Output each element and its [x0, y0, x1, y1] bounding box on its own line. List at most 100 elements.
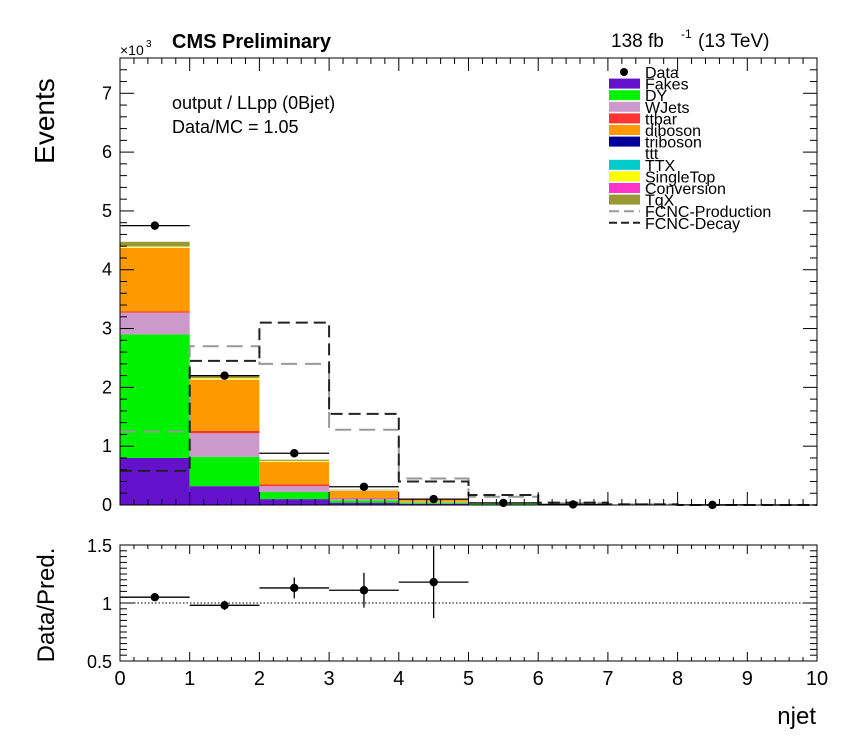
experiment-label: CMS Preliminary: [172, 31, 332, 53]
bar-diboson-bin-1: [189, 379, 260, 431]
main-y-tick-label: 4: [102, 260, 112, 280]
main-y-tick-label: 6: [102, 142, 112, 162]
legend-swatch: [609, 101, 640, 112]
bar-singletop-bin-2: [259, 461, 330, 462]
ratio-point-marker: [220, 601, 229, 610]
lumi-energy: (13 TeV): [698, 31, 769, 52]
legend-label: Data: [645, 65, 679, 82]
bar-tqx-bin-2: [259, 459, 330, 461]
bar-diboson-bin-2: [259, 462, 330, 485]
legend-entry: FCNC-Production: [609, 204, 771, 221]
ratio-point-marker: [429, 577, 438, 587]
bar-singletop-bin-0: [120, 246, 190, 248]
legend-label: DY: [645, 88, 668, 105]
data-point: [468, 498, 539, 508]
legend-label: Fakes: [645, 77, 689, 94]
bar-dy-bin-0: [120, 334, 190, 458]
bar-fakes-bin-0: [120, 457, 190, 505]
main-y-tick-label: 2: [102, 377, 112, 397]
x-tick-label: 8: [672, 668, 683, 690]
legend-label: TTX: [645, 158, 676, 175]
legend-swatch: [609, 78, 640, 89]
legend-label: diboson: [645, 123, 701, 140]
legend-label: TqX: [645, 193, 675, 210]
bar-wjets-bin-2: [259, 486, 330, 493]
data-point-marker: [220, 371, 229, 380]
main-y-tick-label: 7: [102, 83, 112, 103]
legend-swatch: [609, 159, 640, 170]
ratio-point-marker: [290, 583, 299, 593]
x-tick-label: 7: [602, 668, 613, 690]
ratio-point: [120, 593, 190, 602]
ratio-y-axis-title: Data/Pred.: [33, 548, 60, 663]
bar-wjets-bin-3: [329, 498, 399, 501]
data-point-marker: [290, 449, 299, 458]
lumi-value: 138 fb: [611, 31, 664, 52]
ratio-y-tick-label: 0.5: [87, 652, 112, 672]
legend-entry: DY: [609, 88, 668, 105]
legend-label: SingleTop: [645, 169, 715, 186]
bar-wjets-bin-1: [189, 433, 260, 457]
bar-diboson-bin-3: [329, 490, 399, 498]
legend-label: Conversion: [645, 181, 726, 198]
bar-fakes-bin-3: [329, 502, 399, 505]
bar-tqx-bin-0: [120, 241, 190, 247]
data-point-marker: [359, 482, 369, 491]
legend-entry: Conversion: [609, 181, 726, 198]
x-tick-label: 4: [393, 668, 404, 690]
main-y-tick-label: 3: [102, 319, 112, 339]
y-axis-title: Events: [29, 78, 60, 164]
legend-entry: TTX: [609, 158, 676, 175]
data-point: [259, 449, 330, 458]
data-point: [120, 221, 190, 230]
legend-label: WJets: [645, 100, 689, 117]
exponent-base: ×10: [120, 42, 144, 58]
bar-fakes-bin-2: [259, 499, 330, 505]
ratio-point: [189, 600, 260, 610]
data-point-marker: [429, 494, 438, 504]
info-text-region: output / LLpp (0Bjet): [172, 93, 335, 113]
x-tick-label: 10: [806, 668, 828, 690]
x-tick-label: 2: [254, 668, 265, 690]
data-point: [538, 500, 608, 509]
x-tick-label: 9: [742, 668, 753, 690]
legend-label: ttbar: [645, 111, 678, 128]
x-tick-label: 0: [114, 668, 125, 690]
data-point: [189, 371, 260, 380]
legend-entry: ttt: [609, 146, 659, 163]
legend-label: FCNC-Decay: [645, 216, 740, 233]
legend-swatch: [609, 113, 640, 124]
legend-entry: diboson: [609, 123, 701, 140]
data-point-marker: [150, 221, 160, 230]
legend-swatch: [609, 125, 640, 135]
bar-ttbar-bin-0: [120, 311, 190, 313]
bar-ttbar-bin-2: [259, 484, 330, 487]
exponent-power: 3: [146, 39, 152, 50]
legend-entry: SingleTop: [609, 169, 715, 186]
lumi-exponent: -1: [681, 27, 692, 41]
main-y-tick-label: 5: [102, 201, 112, 221]
ratio-point: [329, 572, 399, 608]
luminosity-label: 138 fb -1 (13 TeV): [611, 27, 769, 52]
main-plot-area: 0 1 2 3 4 5 6 7: [102, 57, 818, 515]
legend-swatch: [609, 90, 640, 101]
ratio-point-marker: [359, 586, 369, 595]
legend-entry: Fakes: [609, 77, 689, 94]
bar-diboson-bin-0: [120, 247, 190, 312]
legend-entry: ttbar: [609, 111, 678, 128]
ratio-point: [398, 546, 469, 619]
data-point: [398, 494, 469, 504]
x-tick-label: 1: [184, 668, 195, 690]
x-tick-label: 3: [324, 668, 335, 690]
ratio-point-marker: [150, 593, 160, 602]
x-tick-label: 6: [533, 668, 544, 690]
bar-fakes-bin-1: [189, 486, 260, 505]
legend-marker: [620, 68, 628, 76]
data-point: [329, 482, 399, 491]
legend-entry: WJets: [609, 100, 689, 117]
legend-swatch: [609, 136, 640, 147]
ratio-y-tick-label: 1: [102, 594, 112, 614]
legend-entry: triboson: [609, 135, 702, 152]
ratio-y-tick-label: 1.5: [87, 536, 112, 556]
